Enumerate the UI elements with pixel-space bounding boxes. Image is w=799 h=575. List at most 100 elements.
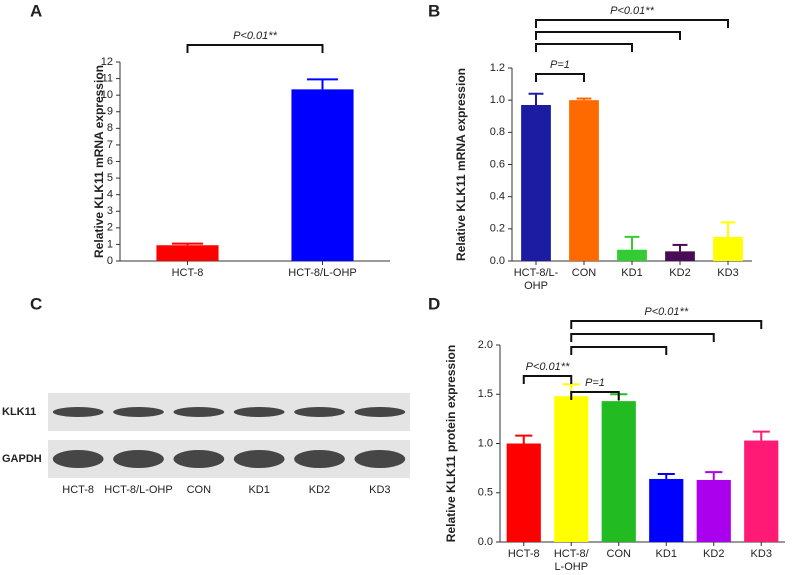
y-axis-title: Relative KLK11 mRNA expression (454, 68, 468, 261)
x-tick-label: HCT-8/L-OHP (513, 267, 559, 292)
y-tick-label: 10 (101, 89, 113, 101)
bar (665, 251, 695, 261)
x-tick-label-box: HCT-8/ L-OHP (553, 548, 589, 573)
x-tick-label: KD1 (621, 267, 643, 279)
x-tick-label-box: KD2 (308, 484, 331, 496)
x-tick-label: KD1 (655, 548, 677, 560)
blot-band (52, 407, 104, 417)
y-tick-label: 1.0 (478, 437, 493, 449)
x-tick-label-box: HCT-8 (507, 548, 540, 560)
significance-bracket (570, 320, 763, 329)
y-tick-label: 12 (101, 56, 113, 68)
significance-bracket (535, 31, 681, 40)
blot-band (173, 407, 225, 417)
bar (554, 396, 589, 542)
error-bar (720, 221, 736, 237)
x-tick-label-box: KD1 (621, 267, 643, 279)
x-tick-label: HCT-8/ L-OHP (553, 548, 589, 573)
x-tick-label: KD1 (248, 484, 270, 496)
error-bar (624, 235, 640, 250)
bar (649, 478, 684, 542)
error-bar (515, 434, 533, 444)
y-tick-label: 2.0 (478, 339, 493, 351)
blot-band (294, 450, 345, 468)
blot-band (354, 407, 406, 417)
panel-label: B (428, 1, 440, 20)
x-tick-label-box: HCT-8/L-OHP (288, 267, 357, 279)
blot-band (354, 450, 406, 468)
x-tick-label-box: KD3 (369, 484, 391, 496)
panel-label: A (30, 1, 42, 20)
bar (617, 249, 647, 261)
x-tick-label-box: CON (606, 548, 631, 560)
y-axis-title: Relative KLK11 mRNA expression (92, 65, 106, 258)
x-tick-label-box: KD3 (717, 267, 739, 279)
x-tick-label: CON (606, 548, 631, 560)
x-tick-label-box: KD1 (655, 548, 677, 560)
blot-band (173, 450, 225, 468)
y-tick-label: 0.8 (490, 126, 505, 138)
x-tick-label: CON (186, 484, 212, 496)
y-tick-label: 4 (107, 189, 113, 201)
bar (569, 100, 599, 262)
blot-band (233, 450, 285, 468)
significance-label: P<0.01** (644, 306, 688, 318)
x-tick-label-box: HCT-8 (171, 267, 204, 279)
x-tick-label: KD3 (717, 267, 739, 279)
blot-band (233, 407, 285, 417)
y-tick-label: 0.4 (490, 191, 505, 203)
x-tick-label-box: HCT-8/L-OHP (104, 484, 172, 496)
x-tick-label: KD2 (308, 484, 331, 496)
significance-bracket (535, 19, 729, 28)
bar (713, 236, 743, 261)
blot-band (113, 450, 164, 468)
y-tick-label: 0.5 (478, 487, 493, 499)
error-bar (528, 92, 544, 105)
y-tick-label: 6 (107, 155, 113, 167)
y-axis-title: Relative KLK11 protein expression (444, 345, 458, 542)
error-bar (306, 78, 339, 90)
bar (521, 104, 551, 261)
blot-strip (48, 440, 410, 478)
error-bar (672, 243, 688, 252)
y-tick-label: 7 (107, 139, 113, 151)
bar (696, 479, 731, 542)
error-bar (752, 430, 770, 441)
panel-label: D (428, 294, 440, 313)
significance-bracket (186, 44, 324, 53)
significance-bracket (570, 391, 620, 400)
blot-band (294, 407, 345, 417)
x-tick-label: HCT-8/L-OHP (288, 267, 357, 279)
x-tick-label-box: HCT-8 (62, 484, 95, 496)
blot-band (113, 407, 164, 417)
significance-bracket (535, 73, 585, 82)
x-tick-label: HCT-8 (507, 548, 540, 560)
x-tick-label: KD2 (669, 267, 691, 279)
y-tick-label: 2 (107, 222, 113, 234)
x-tick-label-box: CON (186, 484, 212, 496)
error-bar (657, 473, 675, 479)
x-tick-label: KD3 (369, 484, 391, 496)
bar (156, 245, 219, 261)
error-bar (171, 242, 204, 246)
error-bar (576, 97, 592, 101)
x-tick-label-box: HCT-8/L-OHP (513, 267, 559, 292)
error-bar (705, 471, 723, 480)
significance-bracket (570, 333, 715, 342)
bar (601, 401, 636, 542)
x-tick-label: KD3 (750, 548, 772, 560)
bar (506, 443, 541, 542)
x-tick-label-box: KD3 (750, 548, 772, 560)
x-tick-label-box: CON (572, 267, 596, 279)
blot-row-label: GAPDH (2, 453, 42, 465)
y-tick-label: 1.2 (490, 62, 505, 74)
y-tick-label: 3 (107, 205, 113, 217)
significance-bracket (522, 375, 573, 384)
y-tick-label: 1 (107, 238, 113, 250)
y-tick-label: 0.0 (478, 536, 493, 548)
y-tick-label: 0.0 (490, 255, 505, 267)
x-tick-label: HCT-8 (62, 484, 95, 496)
x-tick-label: HCT-8 (171, 267, 204, 279)
